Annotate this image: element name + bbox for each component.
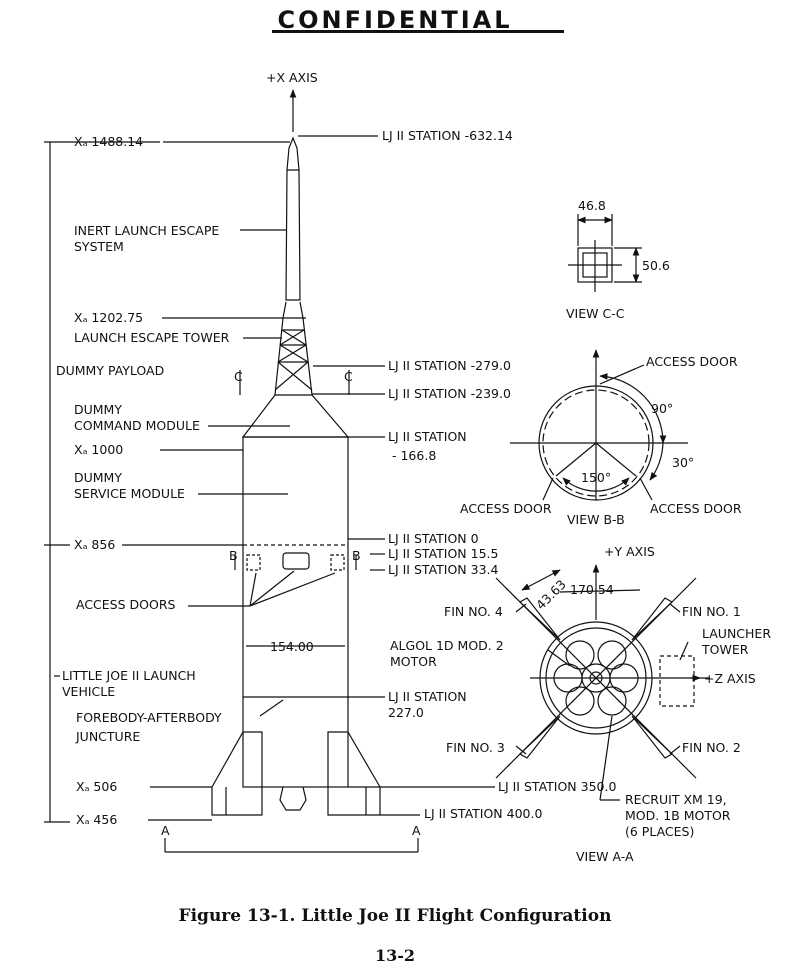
escape-nose [286,136,300,171]
x-axis-label: +X AXIS [266,70,318,85]
algol-label-2: MOTOR [390,654,437,669]
xa-856-label: Xₐ 856 [74,537,115,552]
access-door-left-label: ACCESS DOOR [460,501,552,516]
section-b-right: B [352,548,361,563]
dim-506-label: 50.6 [642,258,670,273]
section-a-right: A [412,823,421,838]
vehicle-cylinder [242,436,349,788]
algol-label: ALGOL 1D MOD. 2 [390,638,504,653]
confidential-stamp: CONFIDENTIAL [277,6,513,34]
recruit-motor-label-3: (6 PLACES) [625,824,694,839]
fin-4-label: FIN NO. 4 [444,604,503,619]
z-axis-label: +Z AXIS [704,671,756,686]
dim-468-label: 46.8 [578,198,606,213]
station-m166-label: LJ II STATION [388,429,467,444]
station-227-label: LJ II STATION [388,689,467,704]
y-axis-label: +Y AXIS [604,544,655,559]
xa-1488-label: Xₐ 1488.14 [74,134,143,149]
access-door-center [282,552,310,570]
les-label-2: SYSTEM [74,239,124,254]
dcm-label-2: COMMAND MODULE [74,418,200,433]
page-number: 13-2 [374,946,416,965]
view-cc-section [568,214,642,292]
motor-nozzle [279,786,307,811]
section-a-left: A [161,823,170,838]
xa-1202-label: Xₐ 1202.75 [74,310,143,325]
station-400-label: LJ II STATION 400.0 [424,806,542,821]
fin-1-label: FIN NO. 1 [682,604,741,619]
fab-label-2: JUNCTURE [75,729,140,744]
recruit-motor-label-2: MOD. 1B MOTOR [625,808,731,823]
recruit-motor-label: RECRUIT XM 19, [625,792,727,807]
station-m239-label: LJ II STATION -239.0 [388,386,511,401]
angle-90-label: 90° [651,401,673,416]
dsm-label-2: SERVICE MODULE [74,486,185,501]
dsm-label: DUMMY [74,470,122,485]
diagram-labels: +X AXIS Xₐ 1488.14 LJ II STATION -632.14… [56,70,771,864]
section-b-left: B [229,548,238,563]
fin-left [211,731,263,816]
angle-30-label: 30° [672,455,694,470]
fin-3-label: FIN NO. 3 [446,740,505,755]
xa-506-label: Xₐ 506 [76,779,117,794]
section-c-left: C [234,369,243,384]
les-label: INERT LAUNCH ESCAPE [74,223,219,238]
fab-label: FOREBODY-AFTERBODY [76,710,222,725]
dcm-label: DUMMY [74,402,122,417]
vehicle-drawing [44,89,495,853]
station-m632-label: LJ II STATION -632.14 [382,128,513,143]
fin-2-label: FIN NO. 2 [682,740,741,755]
access-door-left [246,554,261,571]
view-bb-label: VIEW B-B [567,512,625,527]
station-33-label: LJ II STATION 33.4 [388,562,499,577]
view-aa-label: VIEW A-A [576,849,634,864]
command-module [241,394,350,438]
escape-rocket-body [285,169,301,301]
fin-right [327,731,381,816]
station-m166-value: - 166.8 [392,448,436,463]
view-aa-section [495,564,710,801]
launch-escape-tower [274,301,313,396]
station-350-label: LJ II STATION 350.0 [498,779,616,794]
launcher-tower-label-2: TOWER [701,642,749,657]
stamp-underline [272,30,564,33]
ljlv-label: LITTLE JOE II LAUNCH [62,668,196,683]
access-doors-label: ACCESS DOORS [76,597,176,612]
angle-150-label: 150° [581,470,611,485]
access-door-top-label: ACCESS DOOR [646,354,738,369]
diameter-154-label: 154.00 [270,639,314,654]
ljlv-label-2: VEHICLE [62,684,115,699]
access-door-right-label: ACCESS DOOR [650,501,742,516]
xa-1000-label: Xₐ 1000 [74,442,123,457]
section-c-right: C [344,369,353,384]
tower-label: LAUNCH ESCAPE TOWER [74,330,230,345]
view-cc-label: VIEW C-C [566,306,625,321]
dim-17054-label: 170.54 [570,582,614,597]
access-door-right [330,554,345,571]
launcher-tower-label: LAUNCHER [702,626,771,641]
station-m279-label: LJ II STATION -279.0 [388,358,511,373]
station-0-label: LJ II STATION 0 [388,531,479,546]
dummy-payload-label: DUMMY PAYLOAD [56,363,164,378]
figure-caption: Figure 13-1. Little Joe II Flight Config… [178,906,612,926]
station-15-label: LJ II STATION 15.5 [388,546,498,561]
station-227-value: 227.0 [388,705,424,720]
xa-456-label: Xₐ 456 [76,812,117,827]
view-bb-section [510,349,688,501]
